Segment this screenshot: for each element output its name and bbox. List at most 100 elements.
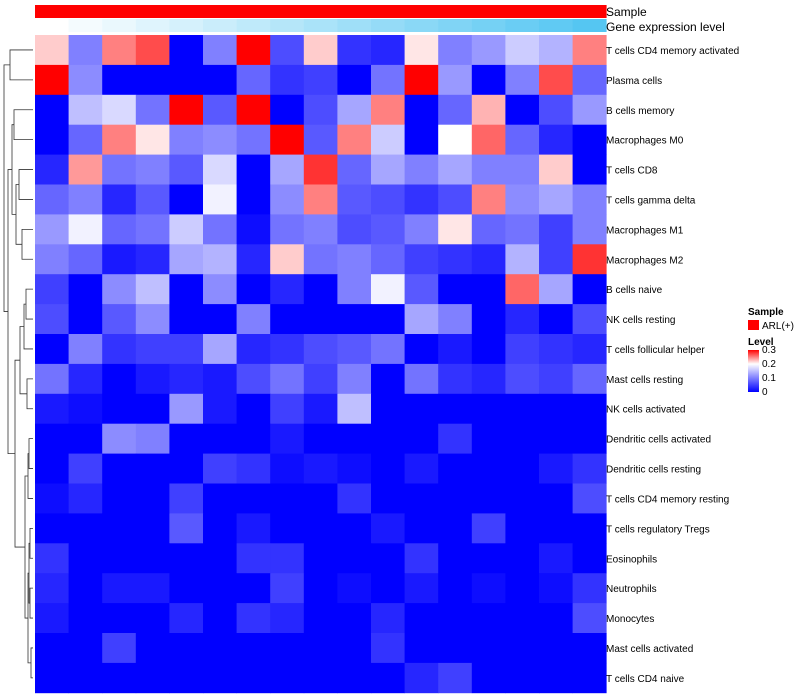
heatmap-cell bbox=[337, 603, 372, 634]
heatmap-cell bbox=[270, 35, 305, 66]
heatmap-cell bbox=[438, 633, 473, 664]
heatmap-cell bbox=[35, 603, 69, 634]
heatmap-cell bbox=[404, 393, 439, 425]
heatmap-cell bbox=[404, 274, 439, 305]
heatmap-cell bbox=[135, 124, 170, 155]
heatmap-cell bbox=[572, 274, 607, 305]
heatmap-cell bbox=[169, 244, 204, 275]
sample-annotation-cell bbox=[135, 5, 170, 18]
heatmap-cell bbox=[572, 35, 607, 66]
heatmap-cell bbox=[404, 334, 439, 365]
dendrogram-branch bbox=[7, 169, 15, 454]
heatmap-cell bbox=[303, 334, 338, 365]
heatmap-cell bbox=[270, 573, 305, 604]
heatmap-cell bbox=[337, 334, 372, 365]
heatmap-cell bbox=[438, 184, 473, 215]
dendrogram-branch bbox=[21, 228, 33, 260]
heatmap-cell bbox=[438, 423, 473, 454]
expression-annotation-cell bbox=[337, 19, 372, 32]
heatmap-cell bbox=[404, 543, 439, 574]
heatmap-cell bbox=[135, 393, 170, 425]
heatmap-cell bbox=[505, 184, 540, 215]
heatmap-cell bbox=[505, 662, 540, 694]
heatmap-cell bbox=[236, 35, 271, 66]
dendrogram-branch bbox=[23, 303, 33, 350]
heatmap-cell bbox=[371, 94, 405, 126]
heatmap-cell bbox=[270, 483, 305, 514]
heatmap-cell bbox=[337, 124, 372, 155]
row-label: Mast cells resting bbox=[606, 375, 683, 386]
heatmap-cell bbox=[471, 94, 506, 126]
heatmap-cell bbox=[203, 603, 237, 634]
heatmap-cell bbox=[68, 543, 103, 574]
heatmap-cell bbox=[203, 274, 237, 305]
heatmap-cell bbox=[270, 543, 305, 574]
heatmap-cell bbox=[303, 244, 338, 275]
expression-annotation-cell bbox=[68, 19, 103, 32]
heatmap-cell bbox=[236, 124, 271, 155]
heatmap-cell bbox=[337, 662, 372, 694]
heatmap-cell bbox=[303, 483, 338, 514]
heatmap-cell bbox=[438, 543, 473, 574]
heatmap-cell bbox=[505, 513, 540, 544]
heatmap-cell bbox=[505, 543, 540, 574]
heatmap-cell bbox=[102, 363, 137, 395]
heatmap-cell bbox=[404, 94, 439, 126]
heatmap-cell bbox=[102, 334, 137, 365]
heatmap-cell bbox=[303, 513, 338, 544]
heatmap-cell bbox=[371, 64, 405, 96]
heatmap-cell bbox=[203, 573, 237, 604]
heatmap-cell bbox=[102, 543, 137, 574]
heatmap-cell bbox=[236, 423, 271, 454]
heatmap-cell bbox=[35, 35, 69, 66]
heatmap-cell bbox=[169, 274, 204, 305]
sample-annotation-cell bbox=[203, 5, 237, 18]
heatmap-cell bbox=[135, 483, 170, 514]
heatmap-cell bbox=[404, 363, 439, 395]
heatmap-cell bbox=[270, 513, 305, 544]
heatmap-cell bbox=[35, 393, 69, 425]
heatmap-cell bbox=[68, 184, 103, 215]
heatmap-cell bbox=[102, 94, 137, 126]
heatmap-cell bbox=[572, 393, 607, 425]
heatmap-cell bbox=[471, 363, 506, 395]
sample-annotation-cell bbox=[505, 5, 540, 18]
heatmap-cell bbox=[371, 154, 405, 185]
heatmap-cell bbox=[572, 513, 607, 544]
heatmap-cell bbox=[471, 453, 506, 484]
heatmap-cell bbox=[270, 453, 305, 484]
heatmap-cell bbox=[505, 393, 540, 425]
dendrogram-branch bbox=[29, 527, 33, 559]
heatmap-cell bbox=[438, 603, 473, 634]
legend-tick-0-1: 0.1 bbox=[762, 373, 776, 384]
heatmap-cell bbox=[371, 513, 405, 544]
heatmap-cell bbox=[471, 124, 506, 155]
heatmap-cell bbox=[270, 274, 305, 305]
legend-sample-entry: ARL(+) bbox=[762, 321, 794, 332]
heatmap-cell bbox=[438, 94, 473, 126]
heatmap-cell bbox=[203, 64, 237, 96]
heatmap-cell bbox=[135, 453, 170, 484]
heatmap-cell bbox=[337, 393, 372, 425]
heatmap-cell bbox=[404, 662, 439, 694]
heatmap-cell bbox=[68, 124, 103, 155]
heatmap-cell bbox=[371, 184, 405, 215]
dendrogram-branch bbox=[29, 587, 33, 619]
heatmap-cell bbox=[337, 453, 372, 484]
heatmap-cell bbox=[270, 214, 305, 245]
expression-annotation-cell bbox=[169, 19, 204, 32]
heatmap-cell bbox=[572, 124, 607, 155]
heatmap-cell bbox=[438, 124, 473, 155]
heatmap-cell bbox=[236, 393, 271, 425]
heatmap-cell bbox=[404, 64, 439, 96]
heatmap-cell bbox=[203, 363, 237, 395]
heatmap-cell bbox=[35, 363, 69, 395]
heatmap-cell bbox=[505, 603, 540, 634]
heatmap-cell bbox=[169, 363, 204, 395]
heatmap-cell bbox=[371, 363, 405, 395]
heatmap-cell bbox=[236, 543, 271, 574]
heatmap-cell bbox=[135, 423, 170, 454]
expression-annotation-cell bbox=[438, 19, 473, 32]
heatmap-cell bbox=[303, 154, 338, 185]
